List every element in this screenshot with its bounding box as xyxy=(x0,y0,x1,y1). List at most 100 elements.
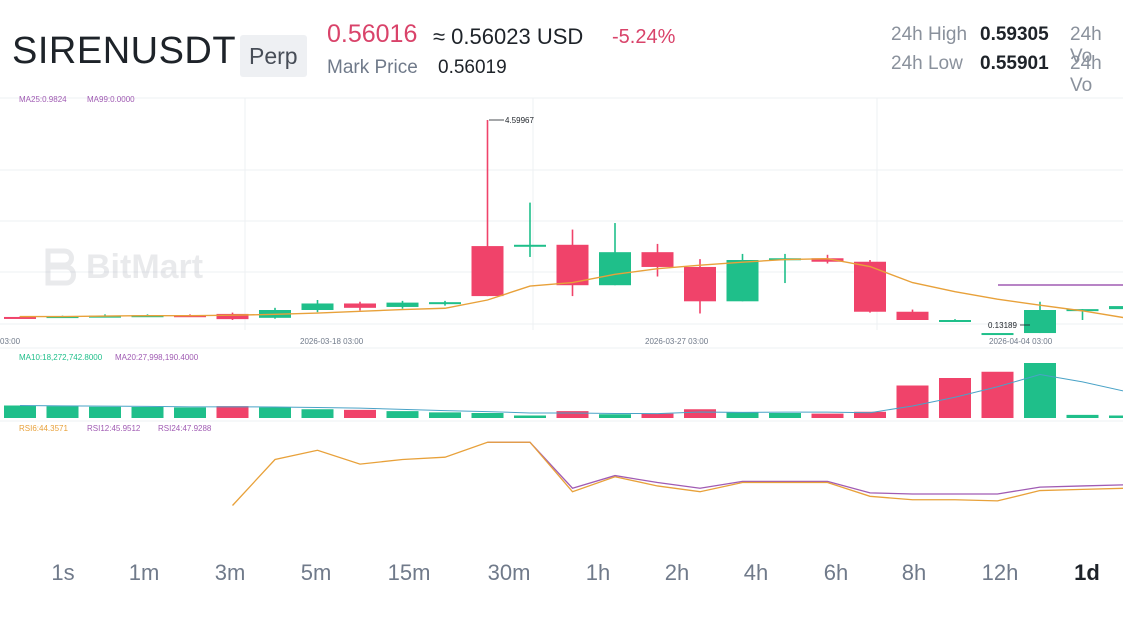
date-label: 2026-03-18 03:00 xyxy=(300,337,364,346)
volume-bar xyxy=(769,413,801,418)
kline-chart[interactable]: MA25:0.9824 MA99:0.0000 MA10:18,272,742.… xyxy=(0,95,1123,545)
rsi6-line xyxy=(232,441,1123,506)
candle-body xyxy=(1109,306,1123,310)
last-price: 0.56016 xyxy=(327,20,418,48)
volume-bar xyxy=(89,406,121,418)
interval-3m[interactable]: 3m xyxy=(214,560,246,585)
rsi12-legend: RSI12:45.9512 xyxy=(87,424,141,433)
candle-body xyxy=(301,303,334,310)
candle-body xyxy=(684,266,716,302)
candle-body xyxy=(599,252,631,286)
interval-1s[interactable]: 1s xyxy=(51,560,75,585)
candle-body xyxy=(811,258,844,262)
interval-1d[interactable]: 1d xyxy=(1074,560,1100,585)
candle-body xyxy=(556,244,589,286)
candle-body xyxy=(981,333,1014,336)
interval-8h[interactable]: 8h xyxy=(901,560,927,585)
rsi-series xyxy=(232,441,1123,506)
chart-canvas[interactable]: MA25:0.9824 MA99:0.0000 MA10:18,272,742.… xyxy=(0,95,1123,545)
vol-ma20-legend: MA20:27,998,190.4000 xyxy=(115,353,199,362)
candle-body xyxy=(641,252,674,267)
candle-body xyxy=(726,260,759,302)
rsi24-legend: RSI24:47.9288 xyxy=(158,424,212,433)
usd-price: ≈ 0.56023 USD xyxy=(433,24,584,49)
candle-body xyxy=(386,302,419,307)
volume-bar xyxy=(301,409,334,418)
volume-bar xyxy=(216,406,249,418)
mark-price-label: Mark Price xyxy=(327,57,418,78)
interval-1h[interactable]: 1h xyxy=(585,560,611,585)
candlestick-series xyxy=(4,120,1123,336)
interval-2h[interactable]: 2h xyxy=(664,560,690,585)
bitmart-logo-icon xyxy=(45,248,76,286)
interval-selector: 1s 1m 3m 5m 15m 30m 1h 2h 4h 6h 8h 12h 1… xyxy=(0,548,1123,598)
interval-15m[interactable]: 15m xyxy=(387,560,431,585)
rsi12-line xyxy=(487,441,1123,495)
volume-bar xyxy=(981,371,1014,418)
date-label: 03:00 xyxy=(0,337,21,346)
candle-body xyxy=(4,316,36,319)
volume-bar xyxy=(556,411,589,418)
contract-type-badge: Perp xyxy=(240,35,307,77)
ma25-legend: MA25:0.9824 xyxy=(19,95,67,104)
volume-bar xyxy=(641,413,674,418)
interval-6h[interactable]: 6h xyxy=(823,560,849,585)
volume-bar xyxy=(811,413,844,418)
volume-bar xyxy=(4,405,36,418)
rsi6-legend: RSI6:44.3571 xyxy=(19,424,68,433)
24h-low-value: 0.55901 xyxy=(980,53,1049,74)
symbol-title[interactable]: SIRENUSDT xyxy=(12,30,237,72)
candle-body xyxy=(471,246,504,297)
max-price-label: 4.59967 xyxy=(505,116,534,125)
24h-high-value: 0.59305 xyxy=(980,24,1049,45)
candle-body xyxy=(216,313,249,320)
volume-bar xyxy=(46,406,79,418)
volume-bar xyxy=(896,385,929,418)
ma25-line xyxy=(20,257,1123,319)
candle-body xyxy=(854,261,886,312)
candle-body xyxy=(1066,309,1099,312)
candle-body xyxy=(514,244,546,247)
ticker-header: SIRENUSDT Perp 0.56016 ≈ 0.56023 USD -5.… xyxy=(0,0,1123,96)
volume-bar xyxy=(344,409,376,418)
ma99-legend: MA99:0.0000 xyxy=(87,95,135,104)
watermark-text: BitMart xyxy=(86,247,204,286)
24h-low-label: 24h Low xyxy=(891,53,963,74)
volume-bar xyxy=(1066,414,1099,418)
candle-body xyxy=(429,302,461,305)
interval-12h[interactable]: 12h xyxy=(981,560,1019,585)
interval-4h[interactable]: 4h xyxy=(743,560,769,585)
min-price-label: 0.13189 xyxy=(988,321,1017,330)
volume-bar xyxy=(174,407,206,418)
mark-price-value: 0.56019 xyxy=(438,57,507,78)
candle-body xyxy=(344,303,376,308)
volume-series xyxy=(4,363,1123,418)
volume-bar xyxy=(1109,415,1123,418)
ma-series xyxy=(20,257,1123,319)
volume-bar xyxy=(599,414,631,418)
volume-bar xyxy=(471,413,504,418)
volume-bar xyxy=(726,412,759,418)
bitmart-watermark: BitMart xyxy=(42,247,203,287)
volume-bar xyxy=(131,407,164,418)
24h-volume-quote-label: 24h Vo xyxy=(1070,53,1102,96)
volume-bar xyxy=(429,412,461,418)
volume-bar xyxy=(854,411,886,418)
volume-bar xyxy=(939,378,971,418)
volume-bar xyxy=(684,409,716,418)
interval-1m[interactable]: 1m xyxy=(128,560,160,585)
interval-5m[interactable]: 5m xyxy=(300,560,332,585)
vol-ma10-legend: MA10:18,272,742.8000 xyxy=(19,353,103,362)
24h-volume-label: 24h Vo xyxy=(1070,24,1102,67)
date-label: 2026-04-04 03:00 xyxy=(989,337,1053,346)
volume-bar xyxy=(259,407,291,418)
24h-high-label: 24h High xyxy=(891,24,968,45)
candle-body xyxy=(1024,310,1056,334)
interval-30m[interactable]: 30m xyxy=(487,560,531,585)
volume-bar xyxy=(1024,363,1056,418)
candle-body xyxy=(939,320,971,322)
candle-body xyxy=(896,311,929,320)
volume-bar xyxy=(386,411,419,418)
volume-ma10-line xyxy=(19,374,1123,415)
volume-bar xyxy=(514,415,546,418)
